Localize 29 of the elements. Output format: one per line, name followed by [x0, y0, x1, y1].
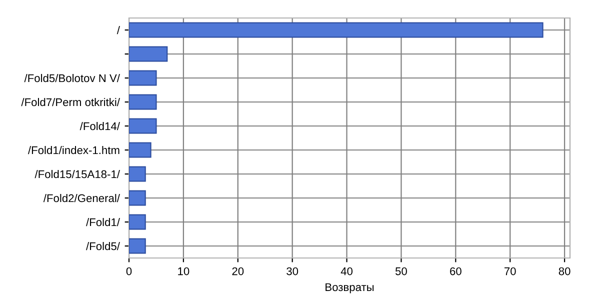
bar [129, 118, 157, 134]
x-tick-label: 70 [504, 267, 516, 276]
x-tick-label: 10 [178, 267, 190, 276]
bar [129, 22, 544, 38]
y-tick-label: /Fold2/General/ [43, 194, 120, 202]
x-tick-label: 20 [232, 267, 244, 276]
bar [129, 214, 146, 230]
y-tick-label: /Fold14/ [80, 122, 120, 130]
y-tick-label: /Fold5/ [86, 242, 120, 250]
y-tick-label: /Fold1/index-1.htm [28, 146, 120, 154]
x-tick-label: 0 [126, 267, 132, 276]
y-tick-label: /Fold7/Perm otkritki/ [21, 98, 120, 106]
x-axis-title: Возвраты [326, 283, 374, 294]
bar [129, 142, 152, 158]
bar [129, 70, 157, 86]
y-tick-label: / [116, 26, 120, 34]
x-tick-label: 80 [558, 267, 570, 276]
bar [129, 190, 146, 206]
bar [129, 238, 146, 254]
y-tick-label: /Fold5/Bolotov N V/ [24, 74, 120, 82]
bar [129, 94, 157, 110]
x-tick-label: 40 [340, 267, 353, 276]
bar [129, 166, 146, 182]
y-tick-label: /Fold15/15A18-1/ [34, 170, 120, 178]
x-tick-label: 60 [450, 267, 462, 276]
y-tick-label: /Fold1/ [86, 218, 120, 226]
x-tick-label: 50 [395, 267, 407, 276]
bar [129, 46, 168, 62]
x-tick-label: 30 [286, 267, 298, 276]
